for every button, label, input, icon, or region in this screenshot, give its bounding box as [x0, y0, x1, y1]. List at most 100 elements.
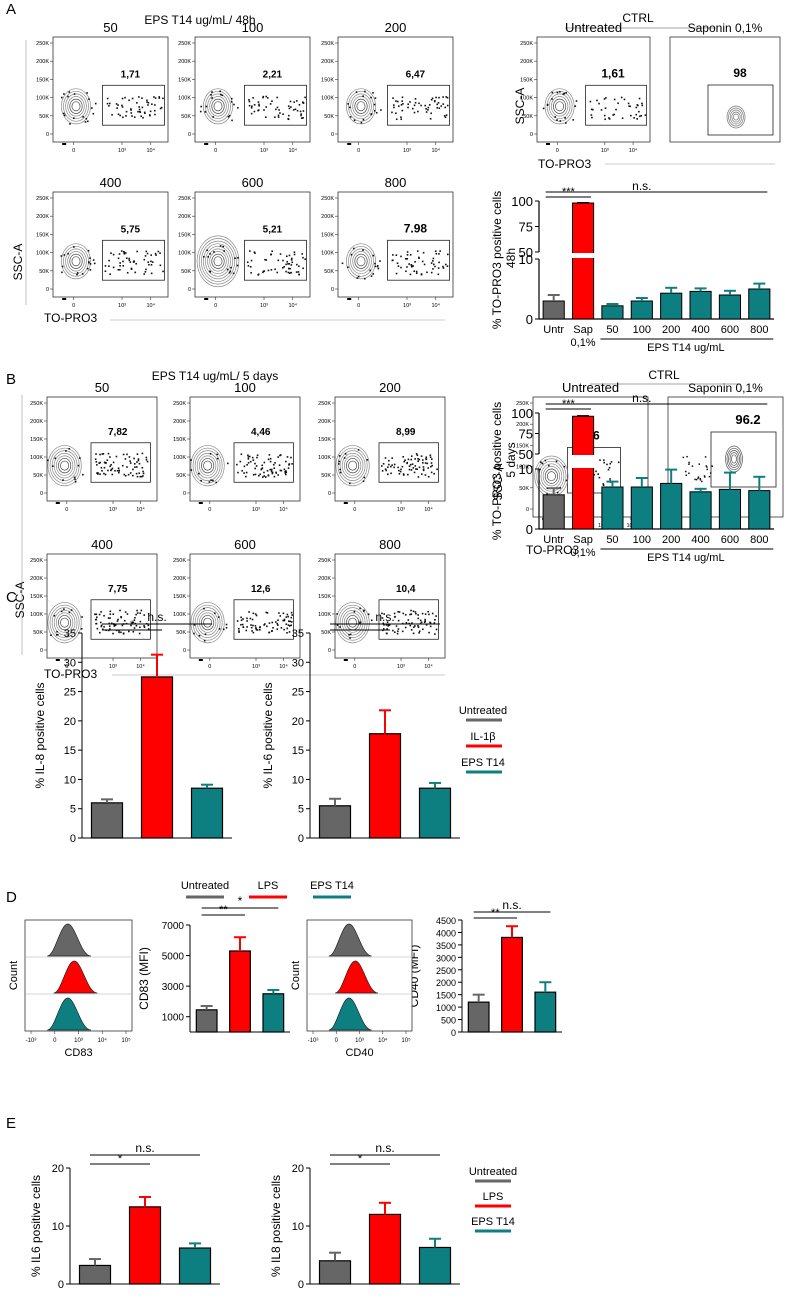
chart-D1-bar-2: [262, 993, 285, 1033]
flow-a-100-ytick: 0: [188, 132, 191, 138]
flow-a-50: 50 250K 200K 150K 100K 50K 0 0 10³ 10⁴ 1,71: [36, 20, 169, 154]
flow-a-ctrl-saponin-label: Saponin 0,1%: [688, 21, 763, 35]
flow-b-800-xtick: 10⁴: [424, 663, 433, 670]
chart-E2: 0 10 20 % IL8 positive cells * n.s.: [269, 1141, 460, 1291]
flow-b-600: 600 250K 200K 150K 100K 50K 0 0 10³ 10⁴ 12,6: [173, 537, 301, 670]
chart-E1-bar-2: [178, 1247, 212, 1285]
flow-b-600-label: 600: [234, 537, 256, 552]
chart-A-bars-ylabel2: 48h: [504, 248, 518, 268]
chart-C2-sig2: n.s.: [375, 610, 394, 624]
flow-a-800-xtick: 10⁴: [432, 302, 441, 309]
chart-B-bars-bar-5: [689, 491, 712, 530]
histogram-cd83: -10³ 0 10³ 10⁴ 10⁵ CD83 Count: [8, 919, 133, 1059]
chart-A-bars-ytick-lower: 0: [526, 312, 533, 327]
chart-C1-bar-0: [90, 802, 124, 839]
flow-b-50-xtick: 10⁴: [136, 506, 145, 513]
chart-E2-ytick: 20: [292, 1163, 304, 1175]
chart-D2-ytick: 3000: [436, 953, 456, 963]
flow-b-ctrl-untreated-ytick: 200K: [516, 422, 529, 428]
flow-b-400-gate: [90, 599, 151, 640]
chart-B-bars-bar-1-gap: [570, 455, 596, 468]
chart-E1-bar-1: [128, 1206, 162, 1285]
flow-b-600-xtick: 0: [208, 664, 211, 670]
chart-C2-ytick: 15: [292, 745, 304, 757]
flow-a-800-label: 800: [385, 175, 407, 190]
flow-a-400-ytick: 0: [46, 287, 49, 293]
flow-b-800-ytick: 250K: [318, 558, 331, 564]
chart-D2-ytick: 0: [451, 1028, 456, 1038]
flow-b-100-value: 4,46: [251, 427, 271, 438]
legend-e: Untreated LPS EPS T14: [469, 1166, 517, 1233]
chart-E2-sig2: n.s.: [375, 1141, 394, 1155]
flow-b-ctrl-untreated-ytick: 250K: [516, 401, 529, 407]
chart-C1-ylabel: % IL-8 positive cells: [33, 682, 47, 788]
flow-b-800-ytick: 200K: [318, 576, 331, 582]
flow-a-ctrl-untreated: Untreated 250K 200K 150K 100K 50K 0 0 10³ 10⁴ 1,61: [520, 20, 651, 154]
flow-b-50-xtick: 0: [65, 507, 68, 513]
flow-a-800-ytick: 100K: [321, 251, 334, 257]
chart-D2-bar-2: [534, 991, 557, 1033]
flow-a-ctrl-untreated-frame: [536, 36, 651, 143]
chart-C1-ytick: 30: [64, 657, 76, 669]
histogram-cd40-curve-1: [335, 960, 379, 994]
flow-a-200-value: 6,47: [406, 69, 426, 80]
flow-a-100-ytick: 200K: [178, 59, 191, 65]
chart-C2-ytick: 25: [292, 687, 304, 699]
flow-b-100-gate: [233, 442, 294, 483]
flow-b-200-xtick: 10⁴: [424, 506, 433, 513]
flow-a-200-ytick: 150K: [321, 77, 334, 83]
chart-C1-bar-2: [190, 787, 224, 839]
chart-E1-ylabel: % IL6 positive cells: [29, 1175, 43, 1277]
flow-a-800-ytick: 200K: [321, 214, 334, 220]
histogram-cd83-xtick: 10⁵: [121, 1037, 131, 1044]
flow-a-200-frame: [337, 36, 454, 143]
flow-a-100-xtick: 10⁴: [289, 147, 298, 154]
flow-b-50-xtick: 10³: [109, 507, 117, 513]
flow-a-800-ytick: 150K: [321, 232, 334, 238]
legend-c-il1b: IL-1β: [470, 731, 495, 743]
flow-a-600-gate: [244, 239, 307, 281]
chart-D2-ytick: 1500: [436, 991, 456, 1001]
flow-b-50-ytick: 0: [40, 491, 43, 497]
chart-D1-ytick: 5000: [162, 952, 185, 963]
flow-a-ctrl-untreated-xtick: 10⁴: [629, 147, 638, 154]
flow-a-400-gate: [102, 239, 165, 281]
flow-b-400-ytick: 250K: [30, 558, 43, 564]
panel-b-title: EPS T14 ug/mL/ 5 days: [152, 369, 279, 383]
panel-b-xaxis: TO-PRO3: [44, 667, 97, 681]
flow-b-50-ytick: 150K: [30, 437, 43, 443]
flow-a-ctrl-untreated-label: Untreated: [565, 20, 622, 35]
flow-b-200-xtick: 0: [353, 507, 356, 513]
flow-a-100-xtick: 0: [214, 148, 217, 154]
flow-a-100-ytick: 50K: [181, 114, 191, 120]
chart-C2-bar-2: [418, 787, 452, 839]
flow-b-600-ytick: 150K: [173, 594, 186, 600]
flow-a-800-ytick: 50K: [324, 269, 334, 275]
flow-a-50-ytick: 0: [46, 132, 49, 138]
histogram-cd83-xtick: 10³: [74, 1038, 83, 1044]
chart-C1-ytick: 10: [64, 774, 76, 786]
histogram-cd83-curve-0: [47, 923, 92, 957]
chart-A-bars-bar-1: [571, 202, 595, 320]
legend-d-eps: EPS T14: [310, 880, 354, 892]
flow-b-800-ytick: 150K: [318, 594, 331, 600]
panel-a-yaxis: SSC-A: [11, 244, 25, 281]
flow-b-200-ytick: 250K: [318, 401, 331, 407]
flow-b-50-ytick: 250K: [30, 401, 43, 407]
flow-a-ctrl-untreated-ytick: 150K: [520, 77, 533, 83]
flow-a-400-label: 400: [100, 175, 122, 190]
chart-B-bars-xtick: Sap: [573, 534, 593, 546]
flow-b-600-ytick: 200K: [173, 576, 186, 582]
flow-a-200-ytick: 200K: [321, 59, 334, 65]
flow-b-ctrl-untreated-ytick: 100K: [516, 465, 529, 471]
flow-a-600-frame: [194, 191, 311, 298]
flow-a-600-xtick: 10⁴: [289, 302, 298, 309]
chart-C2-ytick: 10: [292, 774, 304, 786]
chart-A-bars-xtick: 400: [691, 324, 709, 336]
flow-b-200-label: 200: [379, 380, 401, 395]
panel-letter-d: D: [6, 889, 17, 906]
flow-b-400-xtick: 0: [65, 664, 68, 670]
flow-a-400: 400 250K 200K 150K 100K 50K 0 0 10³ 10⁴ 5,75: [36, 175, 169, 309]
chart-A-bars-group-label: EPS T14 ug/mL: [647, 342, 724, 354]
histogram-cd83-xlabel: CD83: [64, 1047, 92, 1059]
